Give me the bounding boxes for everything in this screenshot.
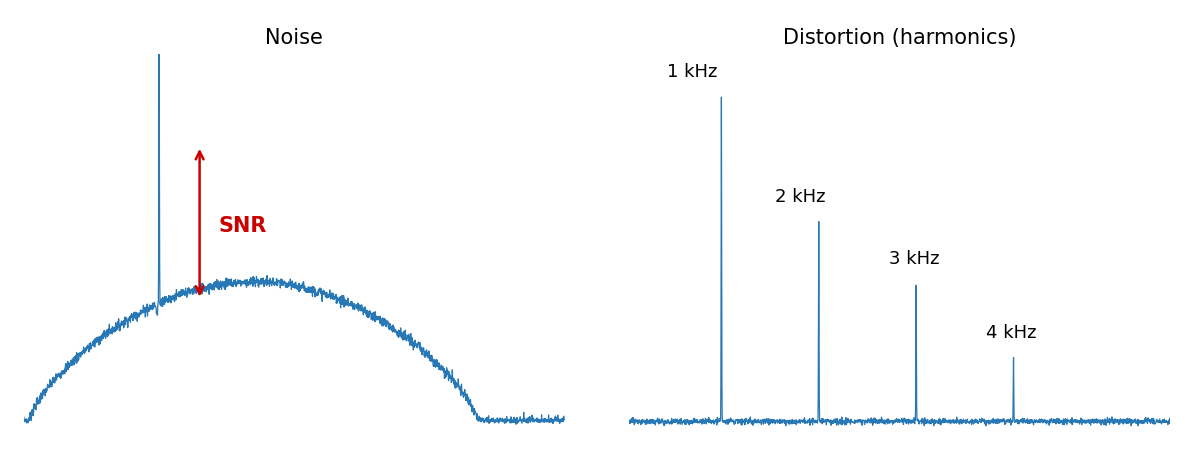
Title: Distortion (harmonics): Distortion (harmonics) bbox=[783, 28, 1016, 48]
Text: SNR: SNR bbox=[219, 215, 267, 235]
Text: 4 kHz: 4 kHz bbox=[986, 323, 1036, 341]
Title: Noise: Noise bbox=[265, 28, 324, 48]
Text: 3 kHz: 3 kHz bbox=[890, 250, 940, 268]
Text: 1 kHz: 1 kHz bbox=[667, 63, 718, 81]
Text: 2 kHz: 2 kHz bbox=[775, 187, 826, 205]
